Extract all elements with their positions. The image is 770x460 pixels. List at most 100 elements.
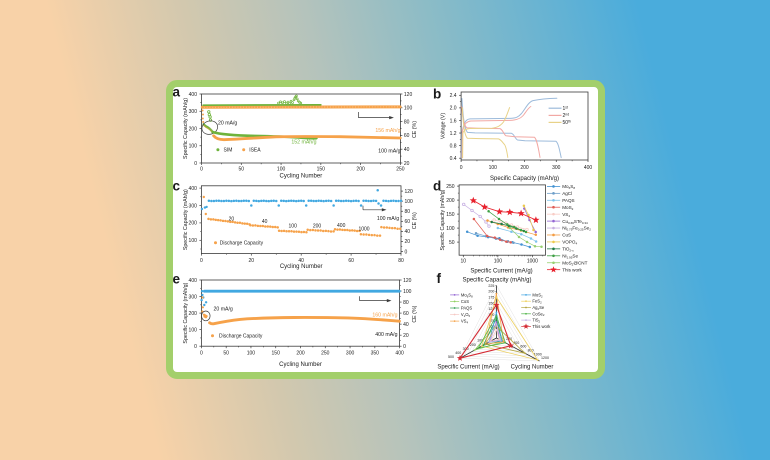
svg-text:200: 200 xyxy=(296,351,305,357)
svg-text:100: 100 xyxy=(189,238,198,244)
svg-text:MoS2@CNT: MoS2@CNT xyxy=(562,260,587,266)
svg-text:50: 50 xyxy=(449,240,455,246)
svg-text:40: 40 xyxy=(405,229,411,235)
svg-text:10: 10 xyxy=(461,259,467,265)
svg-text:200: 200 xyxy=(356,167,365,173)
svg-text:100: 100 xyxy=(446,226,455,232)
svg-text:120: 120 xyxy=(403,278,412,284)
svg-text:0: 0 xyxy=(460,165,463,171)
svg-text:400: 400 xyxy=(189,186,198,192)
svg-text:300: 300 xyxy=(346,351,355,357)
svg-text:80: 80 xyxy=(404,119,410,125)
svg-text:2.0: 2.0 xyxy=(450,106,457,112)
svg-text:60: 60 xyxy=(403,311,409,317)
svg-text:0: 0 xyxy=(200,258,203,264)
svg-text:20: 20 xyxy=(404,161,410,167)
svg-text:CuS: CuS xyxy=(562,233,571,238)
svg-text:400: 400 xyxy=(189,92,198,98)
svg-text:V2O5: V2O5 xyxy=(461,312,471,318)
svg-text:PAQS: PAQS xyxy=(461,306,473,311)
svg-text:a: a xyxy=(173,85,181,100)
svg-text:e: e xyxy=(173,272,181,287)
svg-text:This work: This work xyxy=(532,324,551,329)
svg-text:120: 120 xyxy=(405,189,414,195)
svg-text:800: 800 xyxy=(528,349,534,353)
svg-text:Specific Current (mA/g): Specific Current (mA/g) xyxy=(470,269,532,275)
svg-text:Specific Current (mA/g): Specific Current (mA/g) xyxy=(437,364,499,370)
svg-text:100: 100 xyxy=(189,327,198,333)
svg-text:300: 300 xyxy=(189,294,198,300)
svg-text:400: 400 xyxy=(455,351,461,355)
svg-text:152 mAh/g: 152 mAh/g xyxy=(291,139,316,145)
svg-text:400: 400 xyxy=(513,341,519,345)
svg-text:40: 40 xyxy=(404,147,410,153)
svg-text:1.2: 1.2 xyxy=(450,131,457,137)
svg-text:Ni1.95Se: Ni1.95Se xyxy=(562,254,578,260)
svg-text:400: 400 xyxy=(189,278,198,284)
svg-text:CoS: CoS xyxy=(461,299,469,304)
svg-text:50: 50 xyxy=(239,167,245,173)
svg-text:150: 150 xyxy=(317,167,326,173)
svg-text:d: d xyxy=(433,179,441,194)
svg-text:60: 60 xyxy=(405,219,411,225)
svg-text:Mo6S8: Mo6S8 xyxy=(562,184,575,190)
svg-text:200: 200 xyxy=(520,165,529,171)
svg-text:1.6: 1.6 xyxy=(450,118,457,124)
svg-text:100 mA/g: 100 mA/g xyxy=(377,216,399,222)
svg-text:Cycling Number: Cycling Number xyxy=(280,174,323,180)
svg-text:200: 200 xyxy=(446,198,455,204)
svg-text:400: 400 xyxy=(337,223,346,229)
svg-text:0: 0 xyxy=(200,351,203,357)
svg-text:1000: 1000 xyxy=(358,227,369,233)
svg-text:This work: This work xyxy=(562,267,582,272)
svg-text:20 mA/g: 20 mA/g xyxy=(218,120,237,126)
svg-text:100: 100 xyxy=(489,165,498,171)
svg-text:156 mAh/g: 156 mAh/g xyxy=(375,128,400,134)
svg-text:VS4: VS4 xyxy=(461,319,469,325)
svg-text:50: 50 xyxy=(223,351,229,357)
svg-text:100 mA/g: 100 mA/g xyxy=(378,148,400,154)
svg-text:CoSe2: CoSe2 xyxy=(532,311,544,317)
svg-text:500: 500 xyxy=(448,355,454,359)
svg-text:200: 200 xyxy=(470,343,476,347)
svg-text:150: 150 xyxy=(488,301,494,305)
svg-text:100: 100 xyxy=(277,167,286,173)
svg-text:Cu0.66STe0.34: Cu0.66STe0.34 xyxy=(562,219,588,225)
svg-text:1st: 1st xyxy=(563,106,569,113)
svg-text:225: 225 xyxy=(488,284,494,288)
svg-text:Mo6S8: Mo6S8 xyxy=(461,292,473,298)
svg-text:50th: 50th xyxy=(563,120,572,127)
svg-text:175: 175 xyxy=(488,296,494,300)
svg-text:CE (%): CE (%) xyxy=(412,212,418,229)
svg-text:1000: 1000 xyxy=(527,259,538,265)
svg-text:20 mA/g: 20 mA/g xyxy=(214,307,233,313)
svg-text:80: 80 xyxy=(403,300,409,306)
svg-text:200: 200 xyxy=(189,221,198,227)
svg-text:Specific Capacity (mAh/g): Specific Capacity (mAh/g) xyxy=(183,98,189,159)
svg-text:0: 0 xyxy=(403,344,406,350)
svg-text:Cycling Number: Cycling Number xyxy=(280,264,323,270)
svg-text:300: 300 xyxy=(552,165,561,171)
svg-text:200: 200 xyxy=(488,290,494,294)
svg-text:0: 0 xyxy=(405,249,408,255)
svg-text:200: 200 xyxy=(189,126,198,132)
svg-text:f: f xyxy=(437,271,442,286)
svg-text:400: 400 xyxy=(584,165,593,171)
svg-text:300: 300 xyxy=(189,203,198,209)
svg-text:2nd: 2nd xyxy=(563,113,570,120)
svg-text:20: 20 xyxy=(229,217,235,223)
svg-text:250: 250 xyxy=(446,184,455,190)
svg-text:Discharge Capacity: Discharge Capacity xyxy=(219,334,263,340)
svg-text:Cycling Number: Cycling Number xyxy=(511,364,554,370)
svg-text:400: 400 xyxy=(395,351,404,357)
svg-text:Ni0.75Fe0.25Se2: Ni0.75Fe0.25Se2 xyxy=(562,226,591,232)
svg-text:TiS2: TiS2 xyxy=(532,318,540,324)
svg-text:VOPO4: VOPO4 xyxy=(562,240,577,246)
svg-text:c: c xyxy=(173,179,181,194)
svg-text:300: 300 xyxy=(189,109,198,115)
svg-text:100: 100 xyxy=(477,339,483,343)
svg-text:400 mA/g: 400 mA/g xyxy=(375,332,397,338)
svg-text:125: 125 xyxy=(488,307,494,311)
svg-text:Specific Capacity (mAh/g): Specific Capacity (mAh/g) xyxy=(490,176,559,182)
svg-text:PAQS: PAQS xyxy=(562,198,574,203)
